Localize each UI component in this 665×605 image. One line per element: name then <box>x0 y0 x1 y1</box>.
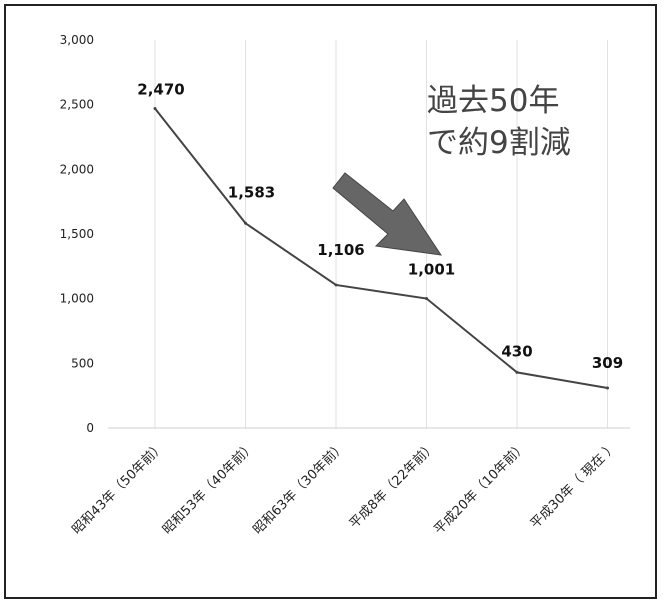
x-tick-label: 昭和53年（40年前） <box>159 439 258 538</box>
data-label: 2,470 <box>137 81 184 99</box>
x-tick-label: 平成30年（ 現在 ） <box>528 439 620 531</box>
data-point <box>244 221 247 225</box>
y-axis: 0 500 1,000 1,500 2,000 2,500 3,000 <box>60 33 94 435</box>
x-axis-labels: 昭和43年（50年前）昭和53年（40年前）昭和63年（30年前）平成8年（22… <box>69 439 621 538</box>
y-tick-label: 2,500 <box>60 98 94 112</box>
x-tick-label: 昭和63年（30年前） <box>250 439 349 538</box>
x-tick-label: 平成8年（22年前） <box>346 439 439 532</box>
data-label: 309 <box>592 354 623 372</box>
chart-frame <box>4 4 657 599</box>
vertical-gridlines <box>154 40 608 428</box>
data-point <box>515 370 519 374</box>
y-tick-label: 0 <box>86 421 94 435</box>
data-point <box>425 297 428 301</box>
data-point <box>153 107 157 111</box>
down-right-arrow-icon <box>332 172 443 256</box>
data-label: 430 <box>501 342 532 360</box>
y-tick-label: 2,000 <box>60 162 94 176</box>
data-points <box>153 107 609 390</box>
data-label: 1,106 <box>317 241 364 259</box>
series-line <box>154 107 608 390</box>
y-tick-label: 1,500 <box>60 227 94 241</box>
y-tick-label: 3,000 <box>60 33 94 47</box>
data-point <box>334 283 338 287</box>
x-tick-label: 昭和43年（50年前） <box>69 439 168 538</box>
annotation-line-1: 過去50年 <box>427 83 559 119</box>
data-label: 1,001 <box>408 261 455 279</box>
data-labels: 2,470 1,583 1,106 1,001 430 309 <box>137 81 623 372</box>
x-tick-label: 平成20年（10年前） <box>431 439 530 538</box>
data-point <box>606 386 609 390</box>
data-label: 1,583 <box>228 183 275 201</box>
y-tick-label: 500 <box>71 356 94 370</box>
y-tick-label: 1,000 <box>60 292 94 306</box>
annotation-line-2: で約9割減 <box>427 125 571 161</box>
